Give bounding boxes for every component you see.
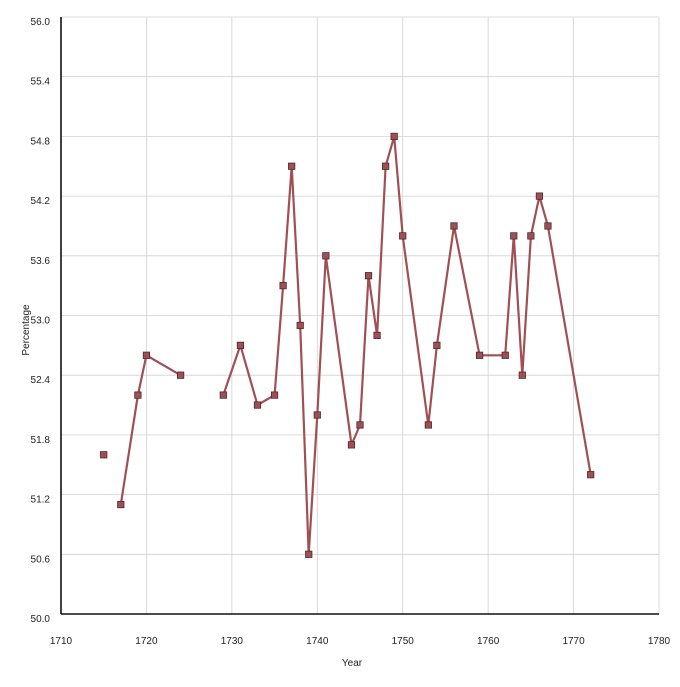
x-tick-label: 1760 <box>477 636 500 647</box>
x-tick-label: 1710 <box>50 636 73 647</box>
y-tick-label: 55.4 <box>31 77 51 88</box>
data-point-marker <box>270 391 279 399</box>
data-point-marker <box>117 500 125 509</box>
data-point-marker <box>236 341 244 349</box>
data-point-marker <box>288 162 296 170</box>
series <box>100 132 595 558</box>
y-tick-label: 54.2 <box>31 196 51 207</box>
data-point-marker <box>373 331 381 340</box>
data-point-marker <box>535 192 544 200</box>
data-point-marker <box>356 421 364 429</box>
data-point-marker <box>518 371 526 379</box>
data-point-marker <box>219 391 227 399</box>
series-line <box>119 354 182 505</box>
y-axis-title: Percentage <box>21 304 32 356</box>
y-tick-label: 54.8 <box>31 136 51 147</box>
data-point-marker <box>279 282 287 290</box>
axes <box>60 17 659 615</box>
y-tick-label: 51.2 <box>31 495 51 506</box>
data-point-marker <box>587 471 595 479</box>
data-point-marker <box>305 550 313 558</box>
data-point-marker <box>142 351 151 359</box>
y-tick-label: 51.8 <box>31 435 51 446</box>
tick-labels: 1710 1720 1730 1740 1750 1760 1770 1780 50.0 50.6… <box>31 17 671 647</box>
x-tick-label: 1720 <box>135 636 158 647</box>
y-tick-label: 50.0 <box>31 614 51 625</box>
x-axis-title: Year <box>342 658 363 669</box>
x-tick-label: 1740 <box>306 636 329 647</box>
series-line <box>222 135 592 556</box>
x-tick-label: 1730 <box>221 636 244 647</box>
data-point-marker <box>433 341 441 349</box>
data-point-marker <box>390 132 398 140</box>
data-point-marker <box>382 162 390 170</box>
data-point-marker <box>527 232 535 240</box>
data-point-marker <box>510 232 518 240</box>
data-point-marker <box>134 391 142 399</box>
y-tick-label: 50.6 <box>31 554 51 565</box>
x-tick-label: 1750 <box>392 636 415 647</box>
y-tick-label: 52.4 <box>31 375 51 386</box>
data-point-marker <box>475 351 484 359</box>
data-point-marker <box>364 272 373 280</box>
x-tick-label: 1780 <box>648 636 671 647</box>
data-point-marker <box>253 401 262 409</box>
data-point-marker <box>450 222 458 230</box>
data-point-marker <box>322 252 330 260</box>
data-point-marker <box>296 321 304 330</box>
y-tick-label: 53.6 <box>31 256 51 267</box>
x-tick-label: 1770 <box>562 636 585 647</box>
grid <box>60 16 660 615</box>
data-point-marker <box>501 351 509 359</box>
data-point-marker <box>347 441 356 449</box>
data-point-marker <box>176 371 185 379</box>
data-point-marker <box>399 232 407 240</box>
y-tick-label: 56.0 <box>31 17 51 28</box>
data-point-marker <box>544 222 552 230</box>
data-point-marker <box>100 451 108 459</box>
data-point-marker <box>313 411 321 419</box>
data-point-marker <box>424 421 432 429</box>
y-tick-label: 53.0 <box>31 316 51 327</box>
